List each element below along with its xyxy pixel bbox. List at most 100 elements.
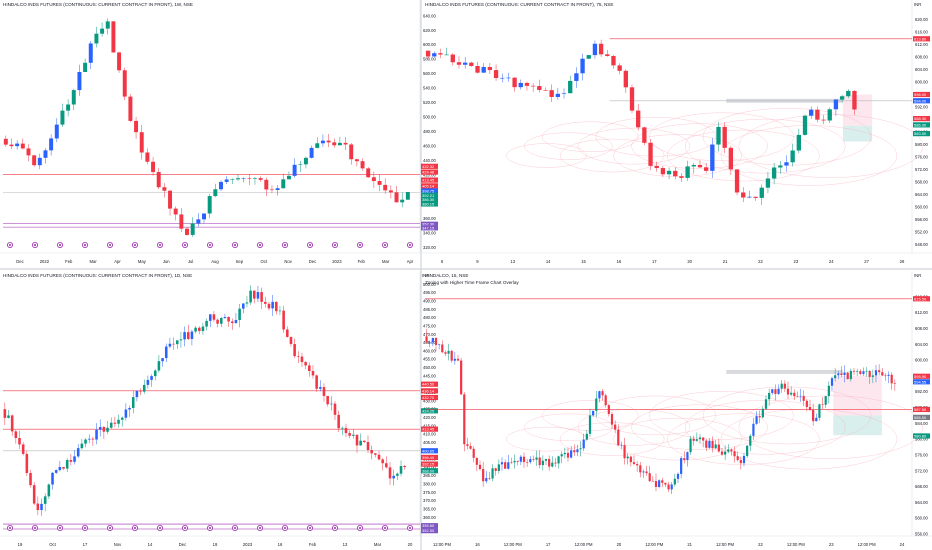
chart-title: HINDALCO, 15, NSE [425,273,468,278]
event-marker-dot [59,244,61,246]
candle-body [441,344,444,353]
candle-body [598,43,604,55]
candle-body [20,143,25,149]
candle-body [309,147,314,158]
candle-body [710,144,715,171]
price-tag [913,131,930,137]
candle-body [343,142,348,145]
candle-body [117,419,120,424]
candle-body [642,127,647,143]
event-marker-dot [34,244,36,246]
candle-body [691,164,696,167]
candle-body [783,383,786,389]
y-tick-label: 548.00 [915,242,928,247]
event-marker-dot [84,527,86,529]
candle-body [278,310,282,312]
price-tag-label: 386.30 [422,197,435,202]
event-marker-dot [59,527,61,529]
price-tag-label: 432.70 [422,395,435,400]
candle-body [207,196,212,214]
candle-body [241,178,246,179]
price-tag-label: 392.15 [422,462,435,467]
candle-body [595,398,598,411]
candle-body [264,179,269,190]
candle-body [793,392,796,397]
candle-body [258,178,263,180]
price-tag-label: 424.25 [422,408,435,413]
candle-body [660,168,666,175]
y-tick-label: 560.00 [915,516,928,521]
candle-body [821,119,826,121]
candle-body [747,196,752,198]
candle-body [611,56,616,66]
candle-body [162,187,167,191]
candle-body [717,444,720,452]
candle-body [236,178,240,180]
candle-body [645,471,648,474]
candle-body [475,457,478,465]
candle-body [150,376,153,380]
candle-body [179,214,184,229]
y-tick-label: 604.00 [915,67,928,72]
y-tick-label: 604.00 [915,342,928,347]
x-tick-label: 12:00 PM [787,542,805,547]
chart-panel-3[interactable]: HINDALCO INDS FUTURES (CONTINUOUS: CURRE… [0,271,438,547]
candle-body [54,124,59,139]
candle-body [673,170,678,177]
y-tick-label: 612.00 [915,42,928,47]
y-tick-label: 564.00 [915,500,928,505]
candle-body [598,391,601,399]
price-tag-label: 388.00 [422,468,435,473]
candle-body [685,166,690,178]
event-marker-dot [409,527,411,529]
candle-body [494,468,497,471]
price-tag [913,379,930,385]
y-tick-label: 612.00 [915,310,928,315]
y-tick-label: 390.00 [423,465,436,470]
price-tag [421,177,438,183]
candle-body [601,391,604,396]
candle-body [205,320,208,327]
event-marker-dot [384,527,386,529]
candle-body [131,397,135,408]
candle-body [840,373,843,375]
candle-body [741,192,746,198]
candle-body [49,138,54,151]
overlay-ellipse [506,143,587,168]
candle-body [275,301,278,312]
candle-body [102,427,106,432]
chart-panel-1[interactable]: HINDALCO INDS FUTURES (CONTINUOUS: CURRE… [0,0,438,264]
candle-body [716,126,721,145]
candle-body [758,416,761,418]
candle-body [573,450,576,453]
chart-panel-4[interactable]: HINDALCO, 15, NSE Zoning with Higher Time… [422,271,932,547]
x-tick-label: 22 [758,259,763,264]
x-tick-label: Feb [358,259,366,264]
candle-body [315,143,320,148]
candle-body [377,454,381,460]
candle-body [190,331,194,339]
y-tick-label: 385.00 [423,473,436,478]
x-tick-label: 13 [510,259,515,264]
event-marker-dot [9,244,11,246]
candle-body [460,360,463,395]
x-tick-label: 12:00 PM [575,542,593,547]
overlay-ellipse [595,395,717,436]
candle-body [249,290,252,303]
candle-body [768,392,771,400]
y-tick-label: 556.00 [915,217,928,222]
candle-body [65,460,69,469]
candle-body [247,178,252,179]
price-tag [913,373,930,379]
candle-body [333,403,337,415]
candle-body [196,219,201,224]
event-marker-dot [384,244,386,246]
event-marker-dot [209,527,211,529]
chart-panel-2[interactable]: HINDALCO INDS FUTURES (CONTINUOUS: CURRE… [422,0,932,264]
price-tag-label: 405.14 [422,183,435,188]
candle-body [377,181,382,185]
price-tag [421,183,438,189]
x-tick-label: 20 [687,259,692,264]
candle-body [453,358,456,361]
overlay-ellipse [667,413,820,465]
